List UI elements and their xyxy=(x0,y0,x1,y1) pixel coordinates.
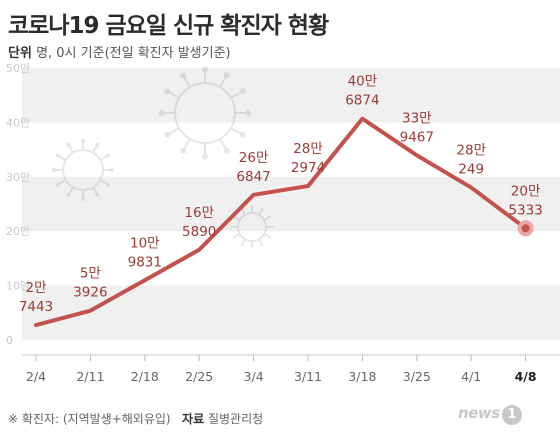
y-tick-label: 20만 xyxy=(6,225,30,238)
page-title: 코로나19 금요일 신규 확진자 현황 xyxy=(8,13,329,39)
brand-number: 1 xyxy=(501,405,522,425)
virus-illustrations xyxy=(52,66,274,249)
data-label-bottom: 6847 xyxy=(236,169,270,185)
x-tick-label: 3/4 xyxy=(244,369,264,384)
data-label-bottom: 2974 xyxy=(291,160,325,176)
y-tick-label: 50만 xyxy=(6,62,30,75)
x-tick-label: 2/18 xyxy=(131,369,159,384)
y-tick-label: 10만 xyxy=(6,280,30,293)
x-tick-label: 3/18 xyxy=(348,369,376,384)
virus-icon xyxy=(158,66,252,160)
source-text: 질병관리청 xyxy=(207,412,264,426)
data-label-top: 28만 xyxy=(293,141,323,157)
virus-icon xyxy=(230,205,274,249)
data-label-bottom: 249 xyxy=(458,162,484,178)
data-label-top: 40만 xyxy=(348,74,378,90)
data-label-top: 10만 xyxy=(130,235,160,251)
y-axis: 0 10만 20만 30만 40만 50만 xyxy=(6,62,30,347)
data-labels: 2만 7443 5만 3926 10만 9831 16만 5890 26만 6847 28만 2974… xyxy=(19,74,543,315)
data-label: 28만 2974 xyxy=(291,141,325,176)
data-label: 20만 5333 xyxy=(508,183,542,218)
data-label: 10만 9831 xyxy=(128,235,162,270)
data-label-bottom: 5890 xyxy=(182,224,216,240)
data-label: 2만 7443 xyxy=(19,280,53,315)
data-label-bottom: 3926 xyxy=(73,285,107,301)
series-polyline xyxy=(34,116,528,328)
data-label-top: 20만 xyxy=(511,183,541,199)
band-2 xyxy=(22,68,560,123)
data-label-bottom: 7443 xyxy=(19,299,53,315)
data-label: 40만 6874 xyxy=(345,74,379,109)
virus-icon xyxy=(52,139,114,201)
footer: ※ 확진자: (지역발생+해외유입) 자료 질병관리청 xyxy=(8,410,263,427)
y-tick-label: 30만 xyxy=(6,171,30,184)
data-label-bottom: 9831 xyxy=(128,254,162,270)
unit-label: 단위 xyxy=(8,46,32,61)
data-label: 33만 9467 xyxy=(400,110,434,145)
data-label: 5만 3926 xyxy=(73,266,107,301)
source-label: 자료 xyxy=(182,412,205,426)
band-1 xyxy=(22,176,560,232)
y-tick-label: 0 xyxy=(6,334,13,347)
x-tick-label: 3/11 xyxy=(294,369,322,384)
data-label-top: 16만 xyxy=(184,205,214,221)
data-label-top: 5만 xyxy=(80,266,101,282)
data-label-bottom: 9467 xyxy=(400,129,434,145)
brand-name: news xyxy=(458,404,500,422)
y-tick-label: 40만 xyxy=(6,116,30,129)
data-label-top: 26만 xyxy=(239,150,269,166)
x-tick-label: 2/4 xyxy=(26,369,46,384)
series-line xyxy=(34,116,534,328)
footer-note: ※ 확진자: (지역발생+해외유입) xyxy=(8,412,171,426)
band-0 xyxy=(22,285,560,340)
data-label-bottom: 6874 xyxy=(345,93,379,109)
data-label-bottom: 5333 xyxy=(508,202,542,218)
data-label-top: 2만 xyxy=(25,280,46,296)
x-tick-label: 3/25 xyxy=(403,369,431,384)
data-label-top: 33만 xyxy=(402,110,432,126)
x-tick-label: 4/1 xyxy=(461,369,481,384)
unit-text: 명, 0시 기준(전일 확진자 발생기준) xyxy=(36,46,231,61)
data-label: 16만 5890 xyxy=(182,205,216,240)
last-point-marker xyxy=(521,224,530,233)
unit-note: 단위 명, 0시 기준(전일 확진자 발생기준) xyxy=(8,42,231,61)
x-tick-label: 4/8 xyxy=(515,369,537,384)
brand-logo: news 1 xyxy=(458,404,522,425)
data-label: 26만 6847 xyxy=(236,150,270,185)
x-tick-label: 2/25 xyxy=(185,369,213,384)
data-label-top: 28만 xyxy=(456,143,486,159)
x-axis: 2/4 2/11 2/18 2/25 3/4 3/11 3/18 3/25 4/1 4/8 xyxy=(22,354,560,384)
x-tick-label: 2/11 xyxy=(76,369,104,384)
